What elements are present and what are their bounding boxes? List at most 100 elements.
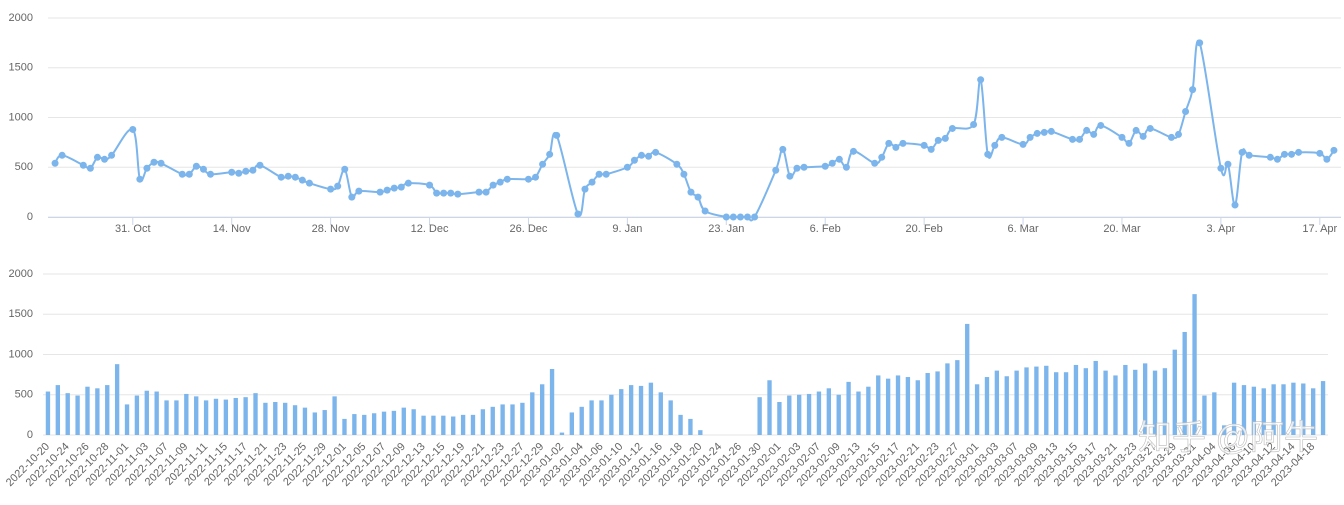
bar [945,363,950,435]
bar [599,400,604,435]
marker [970,120,978,128]
marker [793,164,801,172]
bar [213,398,219,435]
y-tick-label: 1000 [9,111,33,123]
bar [1162,368,1168,435]
marker [736,213,744,221]
marker [1090,130,1098,138]
marker [991,141,999,149]
marker [934,136,942,144]
bar [816,391,822,435]
marker [348,193,356,201]
marker [192,162,200,170]
y-tick-label: 1000 [9,348,33,360]
marker [397,183,405,191]
marker [1146,124,1154,132]
bar [1004,376,1009,435]
bar [223,399,229,435]
bar [787,395,792,435]
marker [129,125,137,133]
bar [569,412,575,435]
bar [668,400,673,435]
bar [371,413,377,435]
bar [698,430,703,435]
bar [1320,381,1326,435]
bar [95,388,100,435]
marker [1330,146,1338,154]
bar [1123,364,1128,435]
marker [256,161,264,169]
marker [404,179,412,187]
marker [284,172,292,180]
marker [496,178,504,186]
x-tick-label: 20. Feb [905,223,942,235]
y-tick-label: 500 [15,161,33,173]
bar [1152,370,1158,435]
y-tick-label: 1500 [9,62,33,74]
marker [645,152,653,160]
marker [334,182,342,190]
marker [977,76,985,84]
y-tick-label: 0 [27,211,33,223]
bar [1310,388,1316,435]
marker [1280,150,1288,158]
marker [998,133,1006,141]
bar [263,402,268,435]
bar [105,385,110,435]
x-tick-label: 3. Apr [1207,223,1236,235]
bar [302,407,308,435]
bar [806,393,812,435]
marker [327,185,335,193]
bar [589,400,594,435]
marker [86,164,94,172]
bar [866,386,871,435]
marker [595,170,603,178]
bar [628,385,634,435]
marker [532,173,540,181]
bar [243,397,248,435]
x-tick-label: 6. Feb [810,223,841,235]
marker [447,189,455,197]
bar [1182,331,1187,435]
marker [1217,164,1225,172]
marker [1182,108,1190,116]
marker [1224,160,1232,168]
marker [835,155,843,163]
bar [134,395,140,435]
marker [638,151,646,159]
marker [885,139,893,147]
x-tick-label: 23. Jan [708,223,744,235]
marker [1196,39,1204,47]
bar [75,395,80,435]
marker [376,188,384,196]
bar [1014,370,1019,435]
bar [846,381,851,435]
marker [1167,133,1175,141]
marker [355,187,363,195]
marker [1040,128,1048,136]
marker [58,151,66,159]
marker [849,147,857,155]
bar [539,384,545,435]
marker [433,189,441,197]
bar [1073,364,1079,435]
marker [871,159,879,167]
bar [292,405,298,435]
x-tick-label: 9. Jan [612,223,642,235]
marker [1189,86,1197,94]
marker [1323,155,1331,163]
bar [579,406,584,435]
marker [249,166,257,174]
bar [609,394,614,435]
marker [899,139,907,147]
marker [743,213,751,221]
bar [282,402,288,435]
marker [291,173,299,181]
marker [178,170,186,178]
bar [470,414,476,435]
marker [779,145,787,153]
y-tick-label: 2000 [9,268,33,280]
bar [174,400,179,435]
bar [757,397,762,435]
marker [1139,132,1147,140]
